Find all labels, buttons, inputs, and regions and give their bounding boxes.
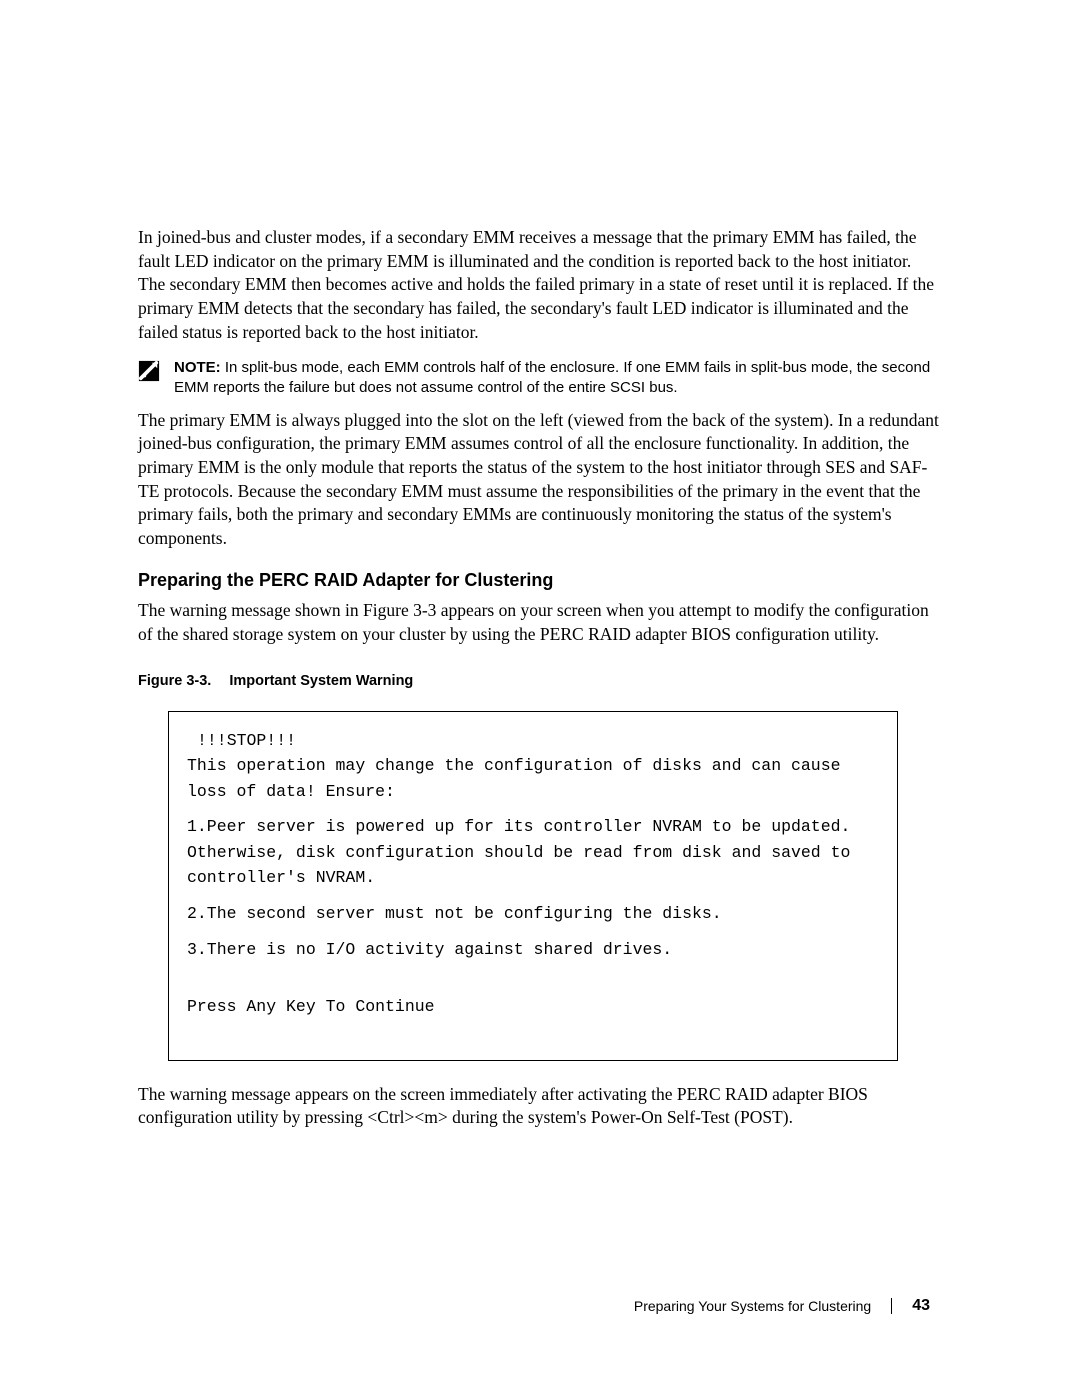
figure-line-intro: This operation may change the configurat… [187, 753, 879, 804]
note-icon [138, 360, 160, 382]
page-content: In joined-bus and cluster modes, if a se… [0, 0, 1080, 1130]
note-label: NOTE: [174, 359, 221, 376]
paragraph-warning-appears: The warning message appears on the scree… [138, 1083, 942, 1130]
note-callout: NOTE: In split-bus mode, each EMM contro… [138, 358, 942, 399]
figure-line-stop: !!!STOP!!! [187, 728, 879, 754]
figure-line-item2: 2.The second server must not be configur… [187, 901, 879, 927]
figure-line-item1: 1.Peer server is powered up for its cont… [187, 814, 879, 891]
note-body: NOTE: In split-bus mode, each EMM contro… [174, 358, 942, 399]
footer-section-title: Preparing Your Systems for Clustering [634, 1298, 871, 1314]
figure-line-press: Press Any Key To Continue [187, 994, 879, 1020]
section-heading-perc-raid: Preparing the PERC RAID Adapter for Clus… [138, 570, 942, 591]
figure-line-item3: 3.There is no I/O activity against share… [187, 937, 879, 963]
figure-box-warning: !!!STOP!!! This operation may change the… [168, 711, 898, 1061]
note-text: In split-bus mode, each EMM controls hal… [174, 359, 930, 396]
figure-caption: Figure 3-3. Important System Warning [138, 673, 942, 689]
figure-title: Important System Warning [229, 673, 413, 689]
figure-number: Figure 3-3. [138, 673, 211, 689]
footer-page-number: 43 [912, 1297, 930, 1315]
paragraph-primary-emm: The primary EMM is always plugged into t… [138, 409, 942, 551]
page-footer: Preparing Your Systems for Clustering 43 [634, 1297, 930, 1315]
paragraph-emm-modes: In joined-bus and cluster modes, if a se… [138, 226, 942, 344]
footer-divider [891, 1298, 892, 1314]
paragraph-warning-intro: The warning message shown in Figure 3-3 … [138, 599, 942, 646]
